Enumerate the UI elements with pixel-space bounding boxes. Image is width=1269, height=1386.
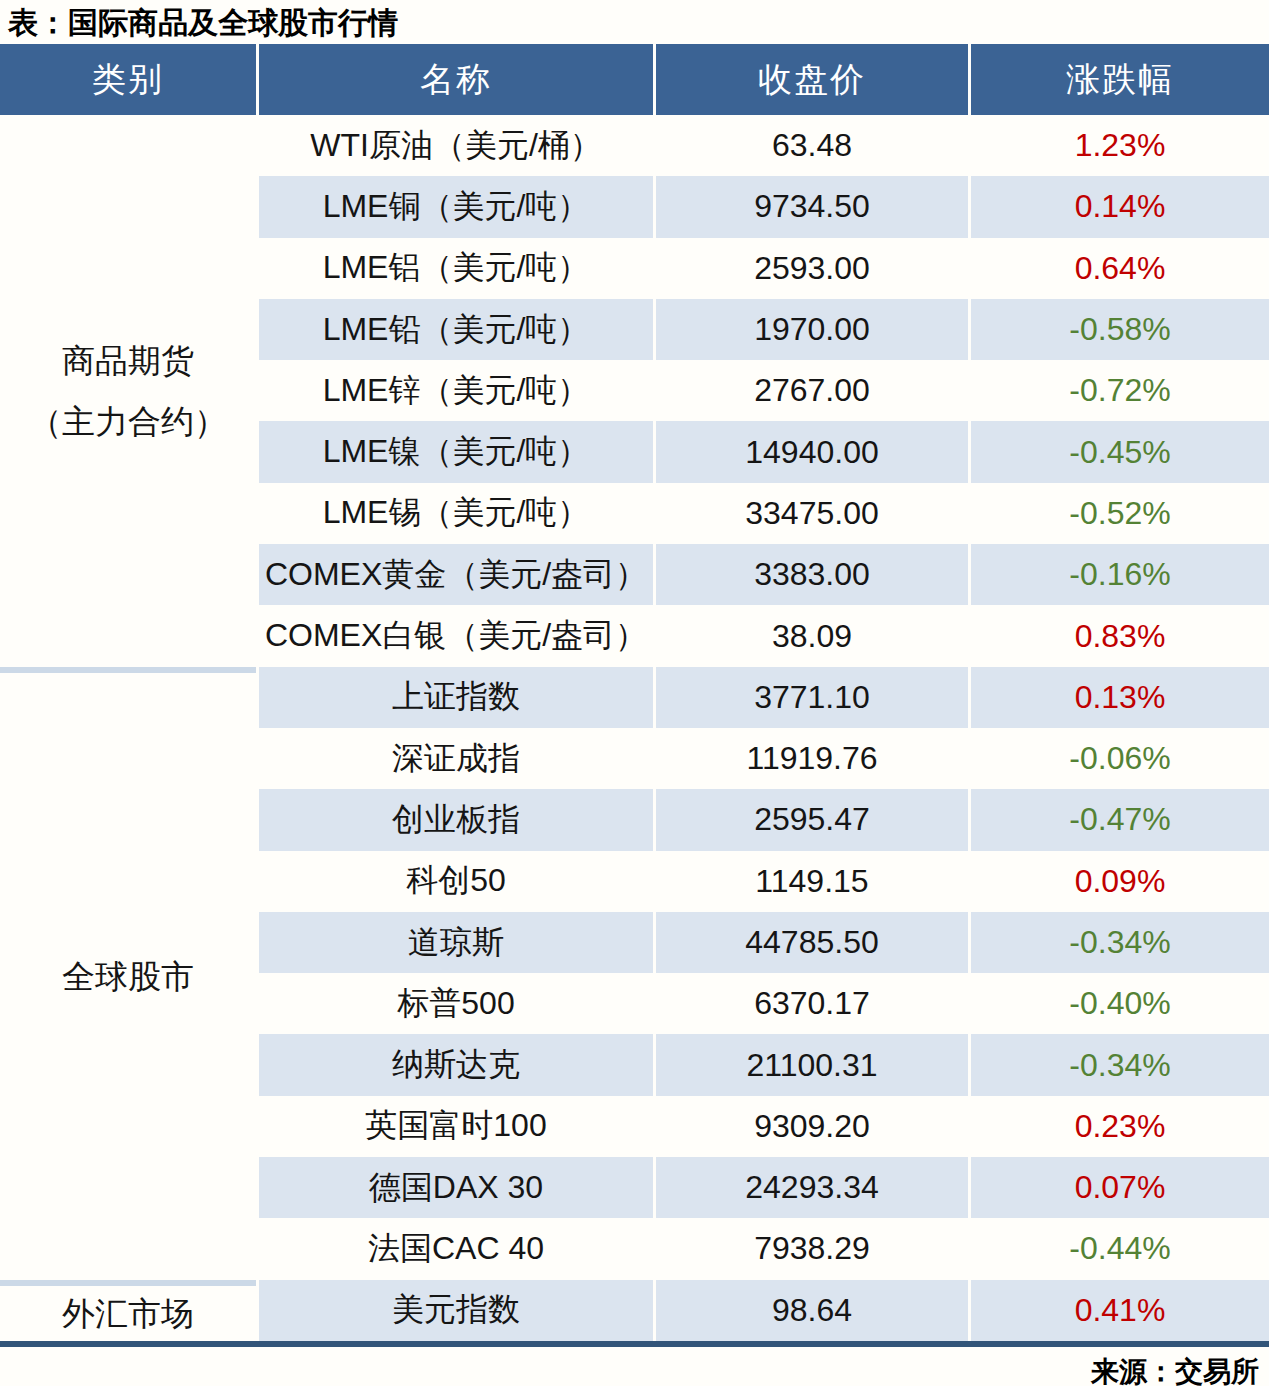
- category-label-line: 外汇市场: [62, 1283, 194, 1344]
- category-cell: 全球股市: [0, 667, 256, 1280]
- close-cell: 7938.29: [656, 1218, 968, 1279]
- name-cell: 标普500: [259, 973, 653, 1034]
- close-cell: 14940.00: [656, 421, 968, 482]
- change-cell: 0.09%: [971, 851, 1269, 912]
- close-cell: 2767.00: [656, 360, 968, 421]
- close-cell: 63.48: [656, 115, 968, 176]
- name-cell: 德国DAX 30: [259, 1157, 653, 1218]
- close-cell: 44785.50: [656, 912, 968, 973]
- name-cell: 科创50: [259, 851, 653, 912]
- name-cell: 创业板指: [259, 789, 653, 850]
- close-cell: 9734.50: [656, 176, 968, 237]
- close-cell: 2595.47: [656, 789, 968, 850]
- close-cell: 1149.15: [656, 851, 968, 912]
- category-label-line: 商品期货: [62, 330, 194, 391]
- name-cell: LME铝（美元/吨）: [259, 238, 653, 299]
- change-cell: 0.13%: [971, 667, 1269, 728]
- close-cell: 3771.10: [656, 667, 968, 728]
- source-note: 来源：交易所: [0, 1347, 1269, 1386]
- header-close-price: 收盘价: [656, 44, 968, 115]
- change-cell: 0.64%: [971, 238, 1269, 299]
- close-cell: 6370.17: [656, 973, 968, 1034]
- close-cell: 1970.00: [656, 299, 968, 360]
- name-cell: LME镍（美元/吨）: [259, 421, 653, 482]
- name-cell: LME铜（美元/吨）: [259, 176, 653, 237]
- change-cell: 0.14%: [971, 176, 1269, 237]
- name-cell: COMEX白银（美元/盎司）: [259, 605, 653, 666]
- header-category: 类别: [0, 44, 256, 115]
- change-cell: 1.23%: [971, 115, 1269, 176]
- change-cell: -0.16%: [971, 544, 1269, 605]
- change-cell: -0.52%: [971, 483, 1269, 544]
- category-label-line: （主力合约）: [29, 391, 227, 452]
- name-cell: 道琼斯: [259, 912, 653, 973]
- market-table: 类别 名称 收盘价 涨跌幅 商品期货（主力合约）WTI原油（美元/桶）63.48…: [0, 44, 1269, 1347]
- close-cell: 9309.20: [656, 1096, 968, 1157]
- category-label-line: 全球股市: [62, 946, 194, 1007]
- change-cell: -0.44%: [971, 1218, 1269, 1279]
- name-cell: LME锡（美元/吨）: [259, 483, 653, 544]
- name-cell: 深证成指: [259, 728, 653, 789]
- close-cell: 11919.76: [656, 728, 968, 789]
- change-cell: 0.23%: [971, 1096, 1269, 1157]
- change-cell: 0.83%: [971, 605, 1269, 666]
- header-name: 名称: [259, 44, 653, 115]
- close-cell: 38.09: [656, 605, 968, 666]
- category-cell: 外汇市场: [0, 1280, 256, 1341]
- close-cell: 3383.00: [656, 544, 968, 605]
- name-cell: 法国CAC 40: [259, 1218, 653, 1279]
- name-cell: 美元指数: [259, 1280, 653, 1341]
- page: 表：国际商品及全球股市行情 类别 名称 收盘价 涨跌幅 商品期货（主力合约）WT…: [0, 0, 1269, 1386]
- change-cell: -0.47%: [971, 789, 1269, 850]
- change-cell: -0.72%: [971, 360, 1269, 421]
- name-cell: LME锌（美元/吨）: [259, 360, 653, 421]
- name-cell: 上证指数: [259, 667, 653, 728]
- change-cell: -0.40%: [971, 973, 1269, 1034]
- change-cell: -0.58%: [971, 299, 1269, 360]
- close-cell: 2593.00: [656, 238, 968, 299]
- change-cell: 0.41%: [971, 1280, 1269, 1341]
- close-cell: 24293.34: [656, 1157, 968, 1218]
- name-cell: COMEX黄金（美元/盎司）: [259, 544, 653, 605]
- name-cell: WTI原油（美元/桶）: [259, 115, 653, 176]
- change-cell: 0.07%: [971, 1157, 1269, 1218]
- close-cell: 33475.00: [656, 483, 968, 544]
- close-cell: 21100.31: [656, 1034, 968, 1095]
- name-cell: 纳斯达克: [259, 1034, 653, 1095]
- category-cell: 商品期货（主力合约）: [0, 115, 256, 667]
- header-change: 涨跌幅: [971, 44, 1269, 115]
- close-cell: 98.64: [656, 1280, 968, 1341]
- name-cell: LME铅（美元/吨）: [259, 299, 653, 360]
- change-cell: -0.34%: [971, 912, 1269, 973]
- change-cell: -0.06%: [971, 728, 1269, 789]
- change-cell: -0.45%: [971, 421, 1269, 482]
- change-cell: -0.34%: [971, 1034, 1269, 1095]
- name-cell: 英国富时100: [259, 1096, 653, 1157]
- table-caption: 表：国际商品及全球股市行情: [0, 0, 1269, 44]
